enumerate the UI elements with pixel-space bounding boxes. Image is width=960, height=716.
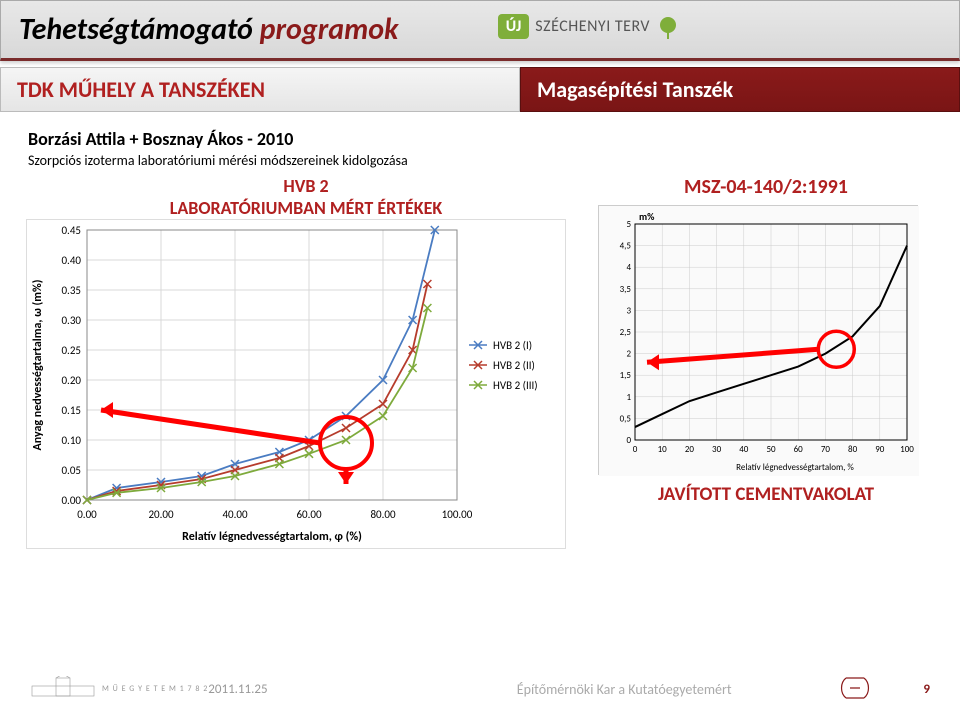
svg-text:0.45: 0.45 [61, 224, 81, 237]
svg-text:Anyag nedvességtartalma, ω (m%: Anyag nedvességtartalma, ω (m%) [31, 279, 45, 450]
subtitle-left: TDK MŰHELY A TANSZÉKEN [0, 67, 520, 112]
uj-badge: ÚJ [498, 14, 530, 39]
svg-text:100: 100 [900, 444, 914, 455]
content-row: HVB 2 LABORATÓRIUMBAN MÉRT ÉRTÉKEK 0.000… [0, 175, 960, 549]
svg-text:3: 3 [626, 305, 631, 316]
author-line: Borzási Attila + Bosznay Ákos - 2010 [28, 128, 960, 150]
svg-text:0.10: 0.10 [61, 434, 81, 447]
svg-text:2: 2 [626, 349, 631, 360]
svg-text:0.00: 0.00 [77, 508, 97, 521]
svg-text:Relatív légnedvességtartalom,: Relatív légnedvességtartalom, φ (%) [182, 530, 362, 544]
desc-line: Szorpciós izoterma laboratóriumi mérési … [28, 152, 960, 169]
bme-text: M Ű E G Y E T E M 1 7 8 2 [102, 684, 208, 694]
javitott-label: JAVÍTOTT CEMENTVAKOLAT [598, 483, 934, 506]
page-title: Tehetségtámogató programok [19, 11, 941, 48]
footer: M Ű E G Y E T E M 1 7 8 2 2011.11.25 Épí… [0, 676, 960, 702]
svg-text:20.00: 20.00 [148, 508, 174, 521]
svg-text:80.00: 80.00 [370, 508, 396, 521]
svg-text:1: 1 [626, 392, 631, 403]
svg-text:3,5: 3,5 [620, 284, 632, 295]
bme-building-icon [30, 676, 96, 702]
svg-text:HVB 2 (II): HVB 2 (II) [493, 359, 535, 372]
kutato-icon [840, 676, 870, 702]
subtitle-right: Magasépítési Tanszék [520, 67, 960, 112]
svg-text:90: 90 [875, 444, 885, 455]
svg-text:0,5: 0,5 [620, 413, 632, 424]
svg-text:4,5: 4,5 [620, 241, 632, 252]
svg-text:2,5: 2,5 [620, 327, 632, 338]
svg-text:0: 0 [633, 444, 638, 455]
footer-center: Építőmérnöki Kar a Kutatóegyetemért [408, 681, 840, 698]
szechenyi-text: SZÉCHENYI TERV [535, 17, 650, 36]
svg-text:0.35: 0.35 [61, 284, 81, 297]
right-chart-column: MSZ-04-140/2:1991 00,511,522,533,544,550… [598, 175, 934, 549]
left-chart: 0.00 0.05 0.10 0.15 0.20 0.25 0.30 0.35 0.40 0.45… [26, 219, 566, 549]
svg-text:80: 80 [848, 444, 858, 455]
svg-text:0.15: 0.15 [61, 404, 81, 417]
left-chart-title-1: HVB 2 [26, 175, 586, 197]
svg-text:5: 5 [626, 219, 631, 230]
svg-text:40.00: 40.00 [222, 508, 248, 521]
right-chart: 00,511,522,533,544,550102030405060708090… [598, 205, 918, 475]
svg-text:0.30: 0.30 [61, 314, 81, 327]
svg-text:40: 40 [739, 444, 749, 455]
svg-text:60: 60 [794, 444, 804, 455]
svg-text:Relatív légnedvességtartalom,: Relatív légnedvességtartalom, % [736, 462, 854, 473]
svg-text:m%: m% [639, 210, 655, 223]
title-accent: programok [260, 11, 399, 48]
svg-text:0.40: 0.40 [61, 254, 81, 267]
svg-text:0.20: 0.20 [61, 374, 81, 387]
svg-text:HVB 2 (I): HVB 2 (I) [493, 339, 532, 352]
svg-text:100.00: 100.00 [442, 508, 473, 521]
left-chart-title-2: LABORATÓRIUMBAN MÉRT ÉRTÉKEK [26, 197, 586, 219]
svg-text:0.05: 0.05 [61, 464, 81, 477]
title-main: Tehetségtámogató [19, 11, 253, 48]
svg-text:4: 4 [626, 262, 631, 273]
svg-text:0: 0 [626, 435, 631, 446]
bme-logo: M Ű E G Y E T E M 1 7 8 2 [30, 676, 208, 702]
szechenyi-logo: ÚJ SZÉCHENYI TERV [498, 14, 680, 39]
svg-text:60.00: 60.00 [296, 508, 322, 521]
svg-text:30: 30 [712, 444, 722, 455]
svg-text:50: 50 [766, 444, 776, 455]
title-bar: Tehetségtámogató programok [0, 0, 960, 61]
msz-label: MSZ-04-140/2:1991 [598, 175, 934, 199]
svg-text:1,5: 1,5 [620, 370, 632, 381]
footer-date: 2011.11.25 [208, 682, 408, 697]
subtitle-row: TDK MŰHELY A TANSZÉKEN Magasépítési Tans… [0, 67, 960, 112]
footer-page: 9 [870, 682, 930, 697]
left-chart-column: HVB 2 LABORATÓRIUMBAN MÉRT ÉRTÉKEK 0.000… [26, 175, 586, 549]
svg-text:0.00: 0.00 [61, 494, 81, 507]
svg-text:HVB 2 (III): HVB 2 (III) [493, 379, 538, 392]
svg-text:70: 70 [821, 444, 831, 455]
pin-icon [656, 15, 680, 39]
svg-text:10: 10 [658, 444, 668, 455]
svg-text:20: 20 [685, 444, 695, 455]
svg-text:0.25: 0.25 [61, 344, 81, 357]
